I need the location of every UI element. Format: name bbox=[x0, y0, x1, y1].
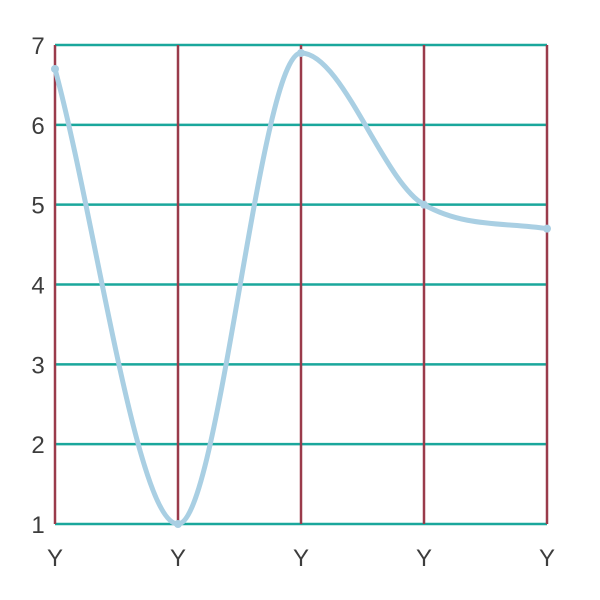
y-tick-label: 2 bbox=[31, 432, 44, 459]
data-point bbox=[174, 520, 182, 528]
x-tick-label: Y bbox=[539, 545, 555, 572]
y-axis-tick-labels: 1 2 3 4 5 6 7 bbox=[31, 33, 44, 539]
vertical-gridlines bbox=[53, 45, 549, 524]
y-tick-label: 3 bbox=[31, 352, 44, 379]
data-point bbox=[297, 48, 305, 57]
x-tick-label: Y bbox=[293, 545, 309, 572]
y-tick-label: 1 bbox=[31, 512, 44, 539]
x-tick-label: Y bbox=[47, 545, 63, 572]
x-tick-label: Y bbox=[416, 545, 432, 572]
data-point bbox=[543, 224, 551, 233]
y-tick-label: 4 bbox=[31, 273, 44, 300]
series-layer bbox=[51, 48, 551, 528]
x-tick-label: Y bbox=[170, 545, 186, 572]
data-point bbox=[420, 200, 428, 209]
y-tick-label: 5 bbox=[31, 193, 44, 220]
y-tick-label: 6 bbox=[31, 113, 44, 140]
data-point bbox=[51, 64, 59, 73]
y-tick-label: 7 bbox=[31, 33, 44, 60]
